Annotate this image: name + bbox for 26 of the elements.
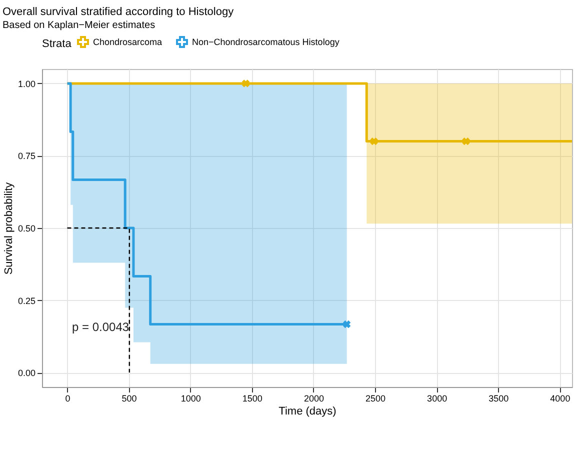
x-tick-label: 2500: [366, 394, 386, 404]
point: [370, 137, 378, 146]
point: [342, 320, 351, 328]
x-tick-label: 3500: [488, 394, 509, 404]
x-tick-label: 3000: [427, 394, 448, 404]
x-tick-label: 500: [122, 394, 137, 404]
legend-label: Non−Chondrosarcomatous Histology: [192, 37, 340, 47]
point: [462, 137, 470, 146]
annotation: p = 0.0043: [72, 320, 130, 334]
x-tick-label: 2000: [304, 394, 324, 404]
x-axis-title: Time (days): [278, 406, 336, 418]
x-tick-label: 0: [65, 394, 70, 404]
y-axis-title: Survival probability: [2, 182, 15, 275]
y-tick-label: 1.00: [18, 78, 36, 89]
x-tick-label: 1500: [242, 394, 262, 404]
point: [242, 80, 250, 88]
chart-title: Overall survival stratified according to Histology: [2, 6, 234, 18]
legend-label: Chondrosarcoma: [93, 37, 162, 47]
y-tick-label: 0.50: [18, 224, 36, 234]
y-tick-label: 0.00: [18, 368, 36, 378]
y-tick-label: 0.25: [18, 296, 36, 306]
legend-title: Strata: [42, 38, 72, 50]
chart-subtitle: Based on Kaplan−Meier estimates: [2, 20, 156, 31]
x-tick-label: 4000: [550, 394, 570, 404]
y-tick-label: 0.75: [18, 151, 36, 162]
x-tick-label: 1000: [180, 394, 201, 404]
